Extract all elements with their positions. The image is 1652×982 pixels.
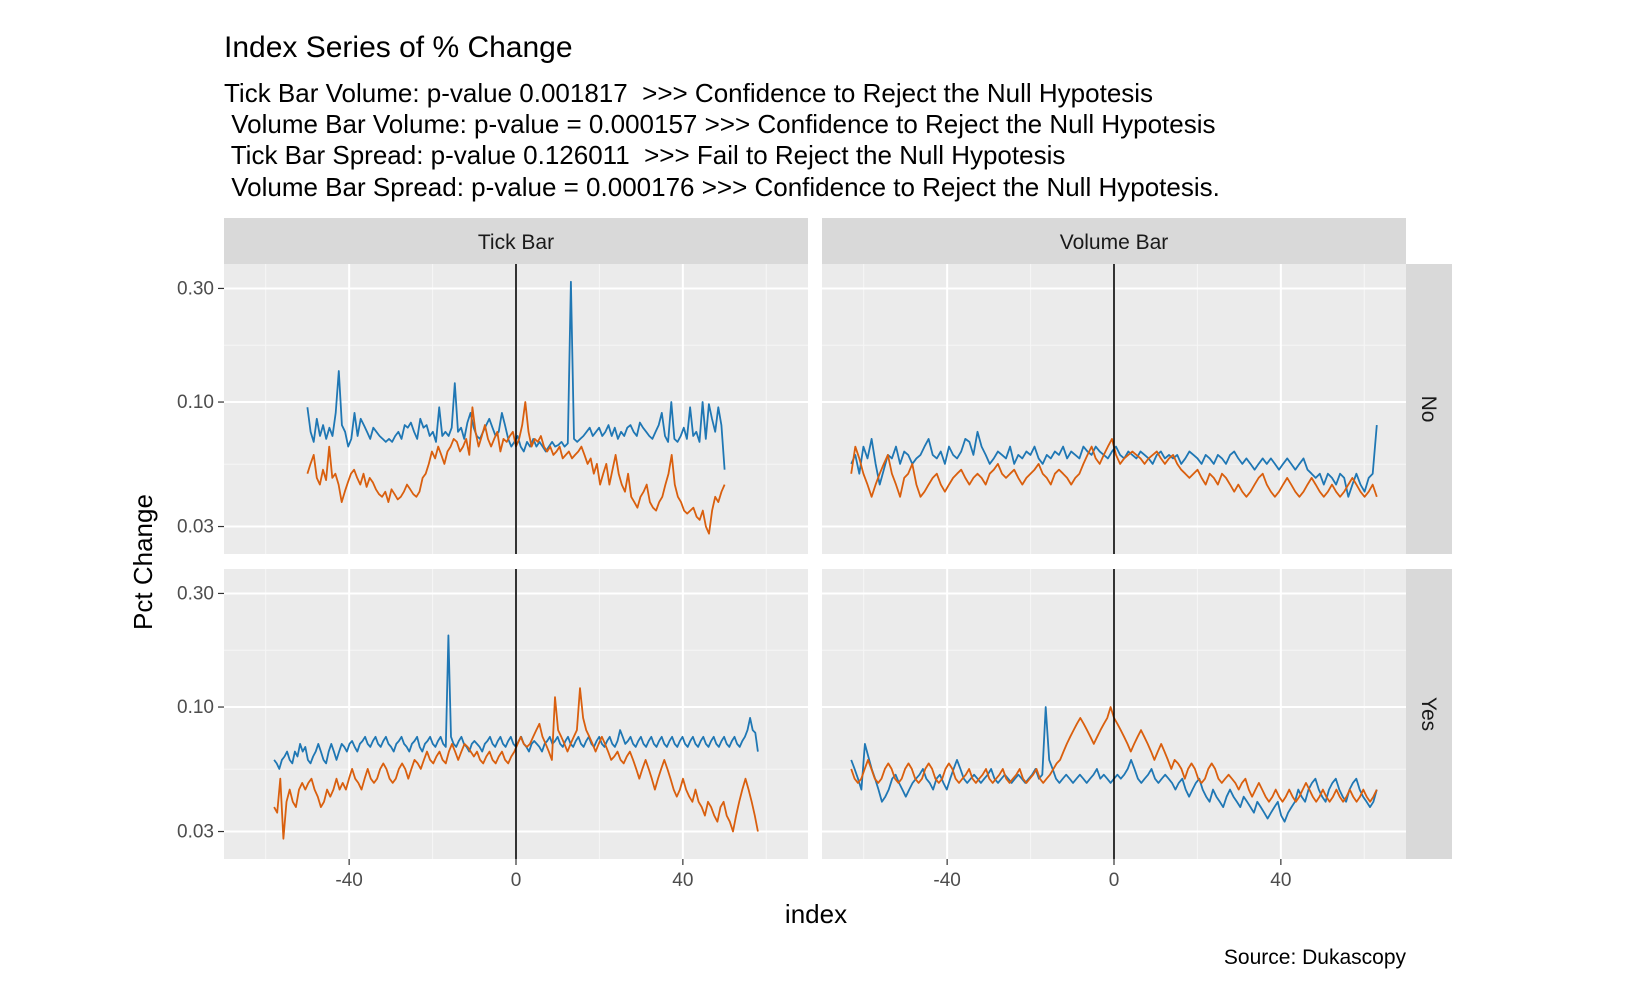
strip-label-volume-bar: Volume Bar bbox=[1060, 231, 1169, 254]
subtitle-line-2: Volume Bar Volume: p-value = 0.000157 >>… bbox=[224, 109, 1216, 139]
x-tick-label: -40 bbox=[933, 870, 960, 891]
y-tick-label: 0.03 bbox=[177, 822, 214, 843]
y-axis-bottom-row: 0.03 0.10 0.30 bbox=[177, 583, 224, 843]
y-tick-label: 0.10 bbox=[177, 392, 214, 413]
chart-title: Index Series of % Change bbox=[224, 31, 573, 64]
y-tick-label: 0.30 bbox=[177, 278, 214, 299]
chart-caption: Source: Dukascopy bbox=[1224, 946, 1407, 969]
y-axis-top-row: 0.03 0.10 0.30 bbox=[177, 278, 224, 538]
x-tick-label: 40 bbox=[672, 870, 693, 891]
panel-volume-bar-no bbox=[822, 264, 1406, 554]
strip-label-yes: Yes bbox=[1417, 697, 1440, 731]
x-axis-left-col: -40 0 40 bbox=[335, 859, 693, 891]
strip-col-volume-bar bbox=[822, 218, 1406, 264]
strip-label-tick-bar: Tick Bar bbox=[478, 231, 554, 254]
x-tick-label: 0 bbox=[1109, 870, 1120, 891]
panel-volume-bar-yes bbox=[822, 569, 1406, 859]
subtitle-line-1: Tick Bar Volume: p-value 0.001817 >>> Co… bbox=[224, 78, 1153, 108]
strip-row-no bbox=[1406, 264, 1452, 554]
y-tick-label: 0.03 bbox=[177, 517, 214, 538]
strip-row-yes bbox=[1406, 569, 1452, 859]
subtitle-line-4: Volume Bar Spread: p-value = 0.000176 >>… bbox=[224, 172, 1220, 202]
panel-tick-bar-no bbox=[224, 264, 808, 554]
y-axis-title: Pct Change bbox=[128, 494, 158, 630]
strip-col-tick-bar bbox=[224, 218, 808, 264]
strip-label-no: No bbox=[1417, 396, 1440, 423]
y-tick-label: 0.10 bbox=[177, 697, 214, 718]
x-axis-title: index bbox=[785, 899, 847, 929]
panel-tick-bar-yes bbox=[224, 569, 808, 859]
x-tick-label: 40 bbox=[1270, 870, 1291, 891]
x-axis-right-col: -40 0 40 bbox=[933, 859, 1291, 891]
x-tick-label: 0 bbox=[511, 870, 522, 891]
y-tick-label: 0.30 bbox=[177, 583, 214, 604]
subtitle-line-3: Tick Bar Spread: p-value 0.126011 >>> Fa… bbox=[224, 140, 1065, 170]
x-tick-label: -40 bbox=[335, 870, 362, 891]
